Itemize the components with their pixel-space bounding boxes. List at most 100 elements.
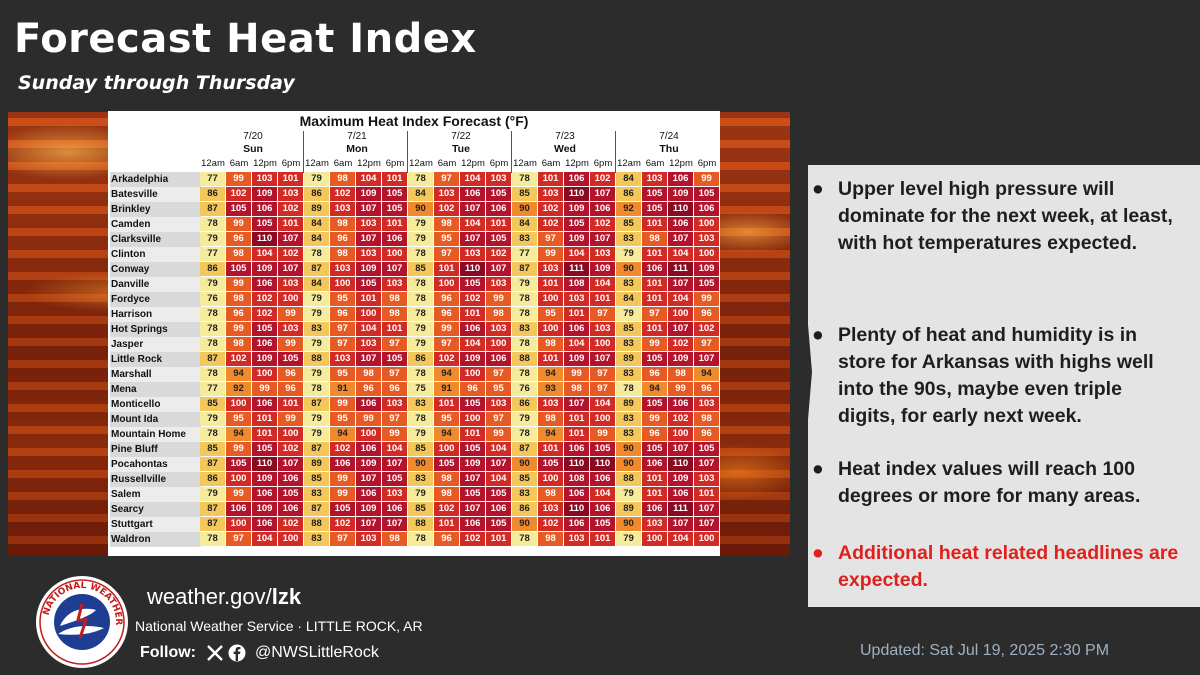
heat-index-cell: 109: [252, 472, 277, 486]
heat-index-cell: 105: [486, 232, 511, 246]
city-name: Russellville: [110, 472, 201, 487]
heat-index-cell: 104: [564, 337, 589, 351]
heat-index-cell: 106: [278, 472, 303, 486]
website-link[interactable]: weather.gov/lzk: [147, 584, 301, 610]
heat-index-cell: 83: [408, 472, 433, 486]
updated-timestamp: Updated: Sat Jul 19, 2025 2:30 PM: [860, 642, 1110, 659]
heat-index-cell: 103: [486, 322, 511, 336]
heat-index-cell: 79: [200, 232, 225, 246]
day-header: 7/23 Wed: [512, 131, 618, 155]
heat-index-cell: 106: [668, 487, 693, 501]
heat-index-cell: 94: [434, 427, 459, 441]
heat-index-cell: 79: [616, 532, 641, 546]
heat-index-cell: 101: [460, 427, 485, 441]
heat-index-cell: 85: [616, 217, 641, 231]
heat-index-cell: 102: [278, 517, 303, 531]
heat-index-cell: 103: [590, 247, 615, 261]
heat-index-cell: 79: [408, 337, 433, 351]
day-separator: [511, 131, 512, 173]
heat-index-cell: 105: [356, 277, 381, 291]
heat-index-cell: 98: [668, 367, 693, 381]
heat-index-cell: 103: [460, 247, 485, 261]
heat-index-cell: 107: [668, 232, 693, 246]
heat-index-cell: 102: [486, 247, 511, 261]
heat-index-cell: 101: [278, 172, 303, 186]
heat-index-cell: 104: [460, 217, 485, 231]
heat-index-cell: 90: [616, 442, 641, 456]
website-suffix: lzk: [271, 584, 302, 609]
heat-index-cell: 96: [278, 367, 303, 381]
heat-index-cell: 98: [382, 307, 407, 321]
city-name: Conway: [110, 262, 201, 277]
heat-index-cell: 103: [382, 277, 407, 291]
heat-index-cell: 109: [356, 457, 381, 471]
heat-index-cell: 103: [538, 397, 563, 411]
heat-index-cell: 107: [278, 262, 303, 276]
heat-index-cell: 97: [382, 412, 407, 426]
heat-index-cell: 96: [694, 382, 719, 396]
heat-index-cell: 87: [304, 502, 329, 516]
facebook-icon[interactable]: [228, 644, 246, 662]
heat-index-cell: 100: [642, 532, 667, 546]
panel-arrow: [790, 112, 812, 633]
heat-index-cell: 100: [538, 292, 563, 306]
city-name: Clinton: [110, 247, 201, 262]
heat-index-cell: 102: [434, 352, 459, 366]
heat-index-cell: 105: [278, 487, 303, 501]
heat-index-cell: 107: [590, 187, 615, 201]
heat-index-cell: 101: [356, 292, 381, 306]
heat-index-cell: 97: [590, 307, 615, 321]
heat-index-cell: 99: [590, 427, 615, 441]
heat-index-cell: 87: [200, 457, 225, 471]
hour-header: 12am: [617, 158, 641, 169]
heat-index-cell: 86: [200, 187, 225, 201]
heat-index-cell: 108: [564, 277, 589, 291]
heat-index-cell: 102: [590, 217, 615, 231]
heat-index-cell: 104: [486, 442, 511, 456]
heat-index-cell: 83: [512, 232, 537, 246]
heat-index-cell: 79: [200, 412, 225, 426]
heat-index-cell: 104: [356, 172, 381, 186]
heat-index-cell: 107: [564, 397, 589, 411]
heat-index-cell: 105: [460, 277, 485, 291]
day-of-week: Wed: [554, 143, 576, 155]
social-handle[interactable]: @NWSLittleRock: [255, 644, 379, 661]
hour-header: 12am: [201, 158, 225, 169]
heat-index-cell: 103: [642, 172, 667, 186]
heat-index-cell: 101: [642, 247, 667, 261]
heat-index-cell: 99: [330, 397, 355, 411]
heat-index-cell: 111: [668, 502, 693, 516]
heat-index-cell: 99: [278, 412, 303, 426]
heat-index-cell: 100: [278, 532, 303, 546]
heat-index-cell: 91: [434, 382, 459, 396]
bullet-dot-icon: ●: [812, 458, 824, 480]
heat-index-cell: 102: [538, 517, 563, 531]
heat-index-cell: 97: [434, 247, 459, 261]
day-of-week: Thu: [659, 143, 679, 155]
heat-index-cell: 103: [564, 532, 589, 546]
heat-index-cell: 103: [278, 277, 303, 291]
heat-index-cell: 97: [694, 337, 719, 351]
heat-index-cell: 92: [226, 382, 251, 396]
heat-index-cell: 86: [304, 187, 329, 201]
heat-index-cell: 107: [382, 457, 407, 471]
heat-index-cell: 98: [434, 472, 459, 486]
x-twitter-icon[interactable]: [206, 644, 224, 662]
heat-index-cell: 94: [538, 427, 563, 441]
heat-index-cell: 99: [226, 277, 251, 291]
heat-index-cell: 109: [460, 352, 485, 366]
heat-index-cell: 87: [304, 397, 329, 411]
heat-index-cell: 105: [486, 187, 511, 201]
heat-index-cell: 86: [616, 187, 641, 201]
heat-index-cell: 100: [356, 307, 381, 321]
heat-index-cell: 100: [694, 247, 719, 261]
heat-index-cell: 105: [278, 352, 303, 366]
heat-index-cell: 89: [616, 352, 641, 366]
day-date: 7/22: [451, 131, 471, 142]
follow-label: Follow:: [140, 644, 196, 661]
heat-index-cell: 79: [512, 412, 537, 426]
heat-index-cell: 102: [460, 292, 485, 306]
heat-index-cell: 109: [668, 187, 693, 201]
heat-index-cell: 78: [200, 427, 225, 441]
heat-index-cell: 101: [564, 307, 589, 321]
